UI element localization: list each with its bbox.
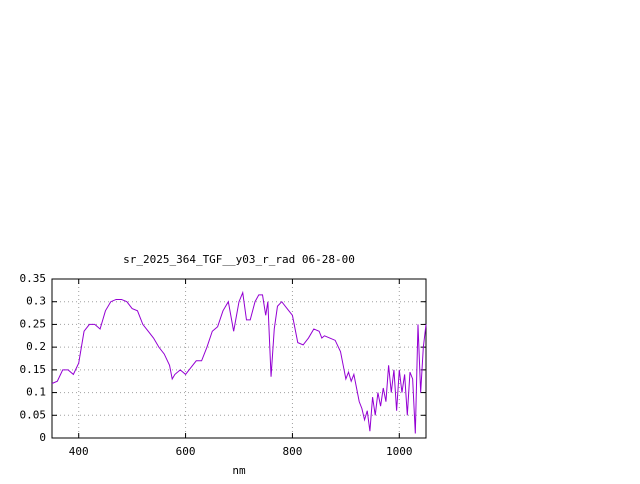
y-tick-label: 0.05	[20, 408, 47, 421]
x-tick-label: 600	[176, 445, 196, 458]
y-tick-label: 0.15	[20, 363, 47, 376]
y-tick-label: 0.3	[26, 295, 46, 308]
y-tick-label: 0.1	[26, 386, 46, 399]
data-line	[51, 290, 427, 434]
y-tick-label: 0.25	[20, 317, 47, 330]
x-axis-label: nm	[232, 464, 246, 477]
y-tick-label: 0.2	[26, 340, 46, 353]
x-tick-label: 400	[69, 445, 89, 458]
y-tick-label: 0.35	[20, 272, 47, 285]
x-tick-label: 800	[282, 445, 302, 458]
chart-title: sr_2025_364_TGF__y03_r_rad 06-28-00	[123, 253, 355, 266]
plot-frame	[51, 278, 427, 439]
y-tick-label: 0	[39, 431, 46, 444]
x-tick-label: 1000	[386, 445, 413, 458]
